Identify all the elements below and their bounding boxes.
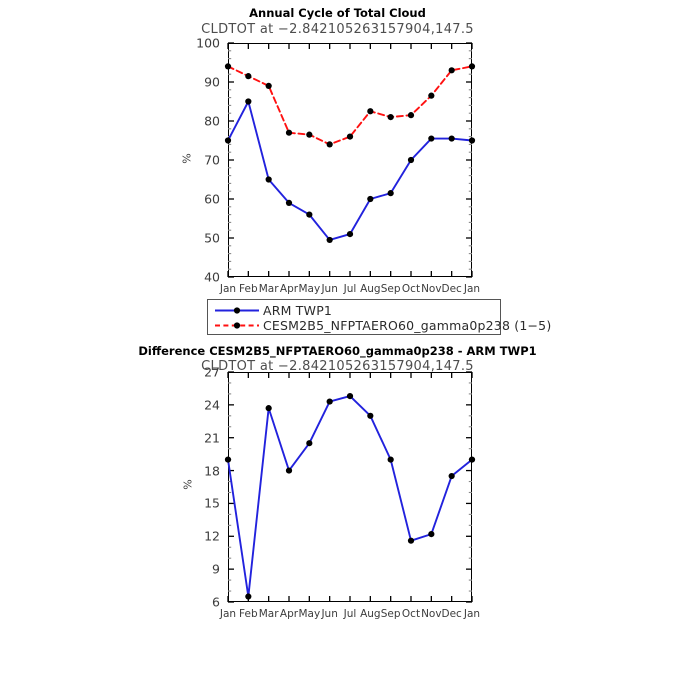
bottom-data-point bbox=[367, 412, 374, 419]
top-data-point bbox=[346, 133, 354, 140]
top-data-point bbox=[468, 63, 476, 70]
legend-label-obs: ARM TWP1 bbox=[263, 303, 333, 318]
bottom-xtick-label: Apr bbox=[279, 608, 299, 620]
top-data-point bbox=[428, 135, 435, 142]
top-data-point bbox=[468, 137, 476, 144]
legend-swatch-model bbox=[215, 322, 259, 329]
top-xtick-label: Apr bbox=[279, 283, 299, 295]
top-data-point bbox=[428, 92, 435, 99]
top-data-point bbox=[367, 195, 374, 203]
bottom-xtick-label: Aug bbox=[360, 608, 381, 620]
top-ytick-label: 80 bbox=[204, 113, 220, 129]
top-ytick-label: 100 bbox=[196, 35, 220, 51]
bottom-ytick-label: 12 bbox=[204, 528, 220, 544]
bottom-chart-panel: Difference CESM2B5_NFPTAERO60_gamma0p238… bbox=[0, 340, 675, 630]
top-plot-canvas bbox=[224, 42, 476, 278]
top-xtick-label: Jun bbox=[321, 283, 338, 295]
bottom-chart-title: Difference CESM2B5_NFPTAERO60_gamma0p238… bbox=[138, 344, 537, 358]
bottom-data-point bbox=[346, 393, 354, 400]
top-series-line bbox=[227, 100, 473, 241]
top-data-point bbox=[265, 82, 272, 89]
bottom-xtick-label: Oct bbox=[401, 608, 421, 620]
chart-legend: ARM TWP1 CESM2B5_NFPTAERO60_gamma0p238 (… bbox=[207, 299, 551, 335]
top-plot-frame bbox=[228, 43, 472, 277]
bottom-plot-canvas bbox=[224, 371, 476, 603]
bottom-ytick-label: 27 bbox=[204, 364, 220, 380]
bottom-ytick-label: 9 bbox=[212, 561, 220, 577]
top-xtick-label: Nov bbox=[421, 283, 442, 295]
top-data-point bbox=[285, 199, 293, 206]
bottom-xtick-label: May bbox=[298, 608, 321, 620]
bottom-data-point bbox=[245, 593, 252, 600]
bottom-data-point bbox=[407, 537, 415, 544]
top-ytick-label: 40 bbox=[204, 269, 220, 285]
top-data-point bbox=[407, 156, 415, 164]
bottom-data-point bbox=[428, 531, 435, 538]
bottom-data-point bbox=[326, 398, 333, 405]
bottom-data-point bbox=[224, 456, 232, 463]
top-data-point bbox=[245, 98, 252, 105]
top-data-point bbox=[367, 108, 374, 115]
bottom-data-point bbox=[468, 456, 476, 463]
top-data-point bbox=[448, 135, 455, 142]
bottom-xtick-label: Jun bbox=[321, 608, 338, 620]
top-data-point bbox=[326, 236, 333, 244]
bottom-xtick-label: Dec bbox=[441, 608, 462, 620]
top-ytick-label: 60 bbox=[204, 191, 220, 207]
bottom-series-line bbox=[227, 395, 473, 598]
bottom-xtick-label: Feb bbox=[239, 608, 258, 620]
bottom-ytick-label: 24 bbox=[204, 397, 220, 413]
top-data-point bbox=[448, 67, 455, 74]
top-ytick-label: 70 bbox=[204, 152, 220, 168]
top-data-point bbox=[224, 63, 232, 70]
top-data-point bbox=[407, 112, 415, 119]
bottom-ytick-label: 15 bbox=[204, 495, 220, 511]
legend-swatch-obs bbox=[215, 307, 259, 314]
top-data-point bbox=[224, 137, 232, 144]
top-data-point bbox=[285, 129, 293, 136]
top-series-line bbox=[227, 65, 473, 146]
top-xtick-label: Feb bbox=[239, 283, 258, 295]
bottom-ytick-label: 18 bbox=[204, 463, 220, 479]
bottom-data-point bbox=[387, 456, 394, 463]
bottom-xtick-label: Nov bbox=[421, 608, 442, 620]
top-data-point bbox=[387, 114, 394, 121]
top-chart-subtitle: CLDTOT at −2.842105263157904,147.5 bbox=[201, 22, 474, 37]
top-chart-title: Annual Cycle of Total Cloud bbox=[249, 6, 426, 20]
top-ytick-label: 50 bbox=[204, 230, 220, 246]
top-xtick-label: Sep bbox=[380, 283, 401, 295]
top-data-point bbox=[346, 231, 354, 238]
bottom-xtick-label: Jan bbox=[463, 608, 481, 620]
top-data-point bbox=[306, 131, 313, 138]
top-xtick-label: Mar bbox=[258, 283, 279, 295]
top-xtick-label: May bbox=[298, 283, 321, 295]
bottom-ytick-label: 21 bbox=[204, 430, 220, 446]
bottom-data-point bbox=[265, 405, 272, 412]
top-data-point bbox=[306, 211, 313, 218]
legend-label-model: CESM2B5_NFPTAERO60_gamma0p238 (1−5) bbox=[263, 318, 552, 333]
bottom-data-point bbox=[285, 467, 293, 474]
top-data-point bbox=[245, 73, 252, 80]
top-chart-panel: Annual Cycle of Total Cloud CLDTOT at −2… bbox=[181, 6, 481, 295]
bottom-chart-subtitle: CLDTOT at −2.842105263157904,147.5 bbox=[201, 359, 474, 374]
top-xtick-label: Oct bbox=[401, 283, 421, 295]
top-data-point bbox=[265, 176, 272, 183]
bottom-xtick-label: Sep bbox=[380, 608, 401, 620]
legend-entry-model: CESM2B5_NFPTAERO60_gamma0p238 (1−5) bbox=[214, 318, 551, 333]
bottom-data-point bbox=[306, 440, 313, 447]
bottom-xtick-label: Jan bbox=[219, 608, 237, 620]
legend-entry-obs: ARM TWP1 bbox=[214, 303, 494, 318]
top-data-point bbox=[387, 190, 394, 197]
top-xtick-label: Jan bbox=[219, 283, 237, 295]
bottom-xtick-label: Jul bbox=[343, 608, 357, 620]
top-xtick-label: Aug bbox=[360, 283, 381, 295]
bottom-xtick-label: Mar bbox=[258, 608, 279, 620]
top-data-point bbox=[326, 141, 333, 148]
bottom-data-point bbox=[448, 472, 455, 480]
top-xtick-label: Jul bbox=[343, 283, 357, 295]
top-ytick-label: 90 bbox=[204, 74, 220, 90]
bottom-ytick-label: 6 bbox=[212, 594, 220, 610]
top-xtick-label: Dec bbox=[441, 283, 462, 295]
top-xtick-label: Jan bbox=[463, 283, 481, 295]
